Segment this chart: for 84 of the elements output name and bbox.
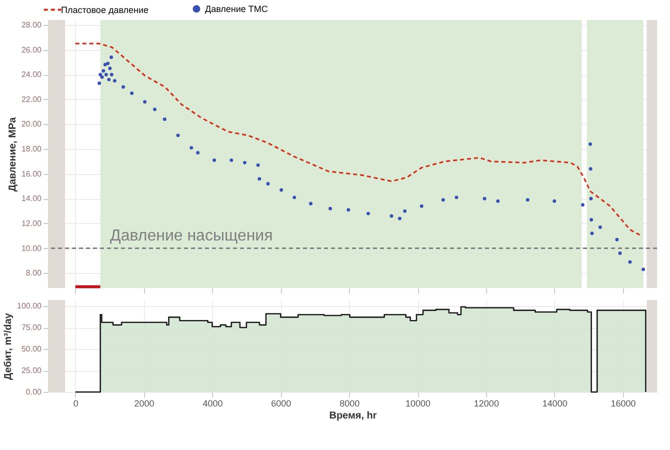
point <box>398 216 402 220</box>
point <box>590 232 594 236</box>
point <box>403 209 407 213</box>
point <box>628 260 632 264</box>
point <box>212 158 216 162</box>
y-tick-label: 20.00 <box>21 120 42 129</box>
ref-line-label: Давление насыщения <box>110 227 273 244</box>
x-tick-label: 12000 <box>474 398 499 408</box>
y-axis-title: Давление, MPa <box>7 116 18 192</box>
point <box>552 199 556 203</box>
legend-label: Пластовое давление <box>61 4 149 15</box>
point <box>618 252 622 255</box>
y-tick-label: 26.00 <box>21 45 42 54</box>
point <box>366 212 370 216</box>
point <box>590 218 594 222</box>
x-tick-label: 8000 <box>340 398 360 408</box>
y-tick-label: 10.00 <box>21 244 42 253</box>
point <box>104 72 108 76</box>
point <box>588 142 592 146</box>
point <box>292 196 296 200</box>
y-tick-label: 16.00 <box>21 169 42 178</box>
y-tick-label: 24.00 <box>21 70 42 80</box>
x-tick-label: 4000 <box>202 398 223 408</box>
point <box>100 75 104 79</box>
x-tick-label: 2000 <box>134 398 154 408</box>
x-tick-label: 14000 <box>542 398 568 408</box>
point <box>230 158 234 162</box>
point <box>441 198 445 202</box>
point <box>280 188 284 192</box>
point <box>598 225 602 229</box>
point <box>328 206 332 210</box>
point <box>130 91 134 95</box>
point <box>589 196 593 200</box>
point <box>256 163 260 167</box>
point <box>110 55 114 59</box>
point <box>102 69 106 73</box>
x-axis-title: Время, hr <box>329 410 377 422</box>
y-tick-label: 14.00 <box>21 194 42 204</box>
point <box>258 177 262 181</box>
point <box>103 62 107 66</box>
point <box>98 72 102 76</box>
y-tick-label: 0.00 <box>26 388 42 396</box>
x-tick-label: 16000 <box>610 398 636 408</box>
x-tick-label: 6000 <box>271 398 292 408</box>
x-tick-label: 0 <box>73 398 78 408</box>
y-tick-label: 18.00 <box>21 144 42 154</box>
point <box>98 82 102 86</box>
point <box>346 208 350 212</box>
point <box>196 151 200 154</box>
point <box>390 214 394 218</box>
point <box>107 78 111 82</box>
point <box>309 202 312 206</box>
point <box>482 196 486 200</box>
point <box>615 238 619 242</box>
point <box>420 204 424 208</box>
point <box>176 134 180 138</box>
y-tick-label: 8.00 <box>26 268 42 278</box>
point <box>266 182 270 186</box>
y-tick-label: 50.00 <box>21 344 42 354</box>
y-axis-title: Дебит, m³/day <box>3 312 14 380</box>
point <box>454 196 458 200</box>
y-tick-label: 12.00 <box>21 218 42 228</box>
point <box>110 72 114 76</box>
y-tick-label: 22.00 <box>21 94 42 104</box>
point <box>190 146 194 150</box>
legend-label: Давление ТМС <box>205 4 268 14</box>
point <box>106 62 110 66</box>
point <box>162 118 166 121</box>
point <box>642 268 646 272</box>
point <box>143 100 147 104</box>
point <box>496 199 500 203</box>
point <box>122 85 125 89</box>
y-tick-label: 25.00 <box>21 366 42 376</box>
x-tick-label: 10000 <box>405 398 431 408</box>
y-tick-label: 28.00 <box>21 20 42 30</box>
point <box>112 79 116 83</box>
y-tick-label: 75.00 <box>21 323 42 332</box>
point <box>526 198 530 202</box>
point <box>581 203 584 207</box>
point <box>108 66 112 70</box>
point <box>588 167 592 171</box>
y-tick-label: 100.00 <box>17 302 42 311</box>
point <box>242 160 246 164</box>
point <box>153 108 156 112</box>
